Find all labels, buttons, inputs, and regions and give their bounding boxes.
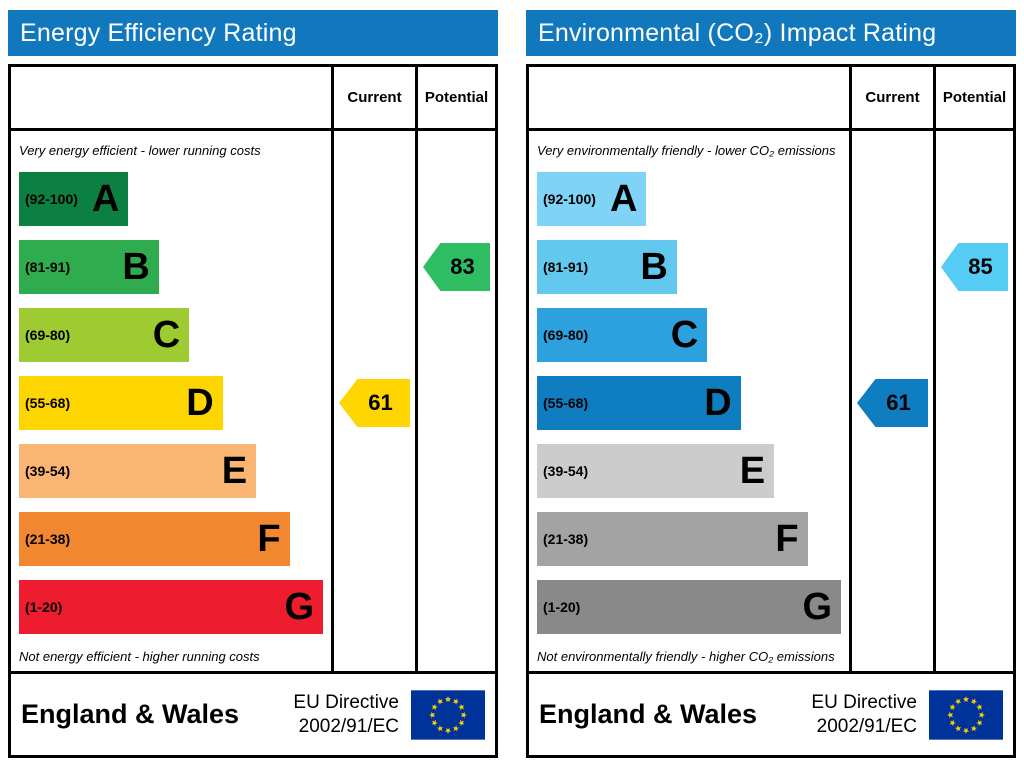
band-bar-e: (39-54) E: [537, 444, 775, 498]
band-row-e: (39-54) E: [19, 437, 323, 505]
energy-panel-title: Energy Efficiency Rating: [8, 10, 498, 56]
potential-rating-pointer: 83: [423, 243, 490, 291]
eu-directive-label: EU Directive 2002/91/EC: [811, 691, 917, 739]
eu-directive-line1: EU Directive: [811, 691, 917, 713]
current-rating-pointer: 61: [857, 379, 928, 427]
band-bar-f: (21-38) F: [19, 512, 290, 566]
band-letter: A: [609, 178, 638, 220]
bands-list: (92-100) A (81-91) B (69-80) C (55-68) D (39-54)…: [19, 165, 323, 641]
column-header-current: Current: [331, 67, 415, 131]
eu-flag-icon: [929, 689, 1003, 740]
band-bar-f: (21-38) F: [537, 512, 808, 566]
band-letter: B: [122, 246, 150, 288]
bands-column: Very environmentally friendly - lower CO…: [529, 131, 849, 671]
band-bar-g: (1-20) G: [19, 580, 323, 634]
band-row-g: (1-20) G: [537, 573, 841, 641]
band-row-a: (92-100) A: [537, 165, 841, 233]
band-letter: E: [221, 450, 248, 492]
band-range-label: (39-54): [25, 463, 71, 479]
eu-directive-label: EU Directive 2002/91/EC: [293, 691, 399, 739]
co2-chart-box: Current Potential Very environmentally f…: [526, 64, 1016, 758]
band-letter: B: [640, 246, 668, 288]
band-bar-d: (55-68) D: [537, 376, 741, 430]
energy-chart-box: Current Potential Very energy efficient …: [8, 64, 498, 758]
header-spacer: [11, 67, 331, 131]
band-bar-e: (39-54) E: [19, 444, 257, 498]
band-letter: G: [284, 586, 314, 628]
band-row-a: (92-100) A: [19, 165, 323, 233]
band-row-c: (69-80) C: [19, 301, 323, 369]
column-header-current: Current: [849, 67, 933, 131]
top-note: Very environmentally friendly - lower CO…: [537, 142, 836, 158]
eu-flag-icon: [411, 689, 485, 740]
panel-energy-efficiency: Energy Efficiency Rating Current Potenti…: [8, 10, 498, 758]
column-header-potential: Potential: [933, 67, 1013, 131]
header-spacer: [529, 67, 849, 131]
panel-footer: England & Wales EU Directive 2002/91/EC: [529, 671, 1013, 755]
band-row-b: (81-91) B: [19, 233, 323, 301]
potential-rating-pointer: 85: [941, 243, 1008, 291]
band-range-label: (55-68): [25, 395, 71, 411]
bands-column: Very energy efficient - lower running co…: [11, 131, 331, 671]
band-row-d: (55-68) D: [19, 369, 323, 437]
band-row-c: (69-80) C: [537, 301, 841, 369]
band-bar-b: (81-91) B: [19, 240, 159, 294]
band-letter: F: [257, 518, 281, 560]
band-bar-c: (69-80) C: [19, 308, 190, 362]
band-range-label: (1-20): [25, 599, 63, 615]
eu-directive-line2: 2002/91/EC: [298, 715, 399, 737]
band-range-label: (92-100): [25, 191, 78, 207]
band-range-label: (55-68): [543, 395, 589, 411]
band-bar-b: (81-91) B: [537, 240, 677, 294]
eu-directive-line1: EU Directive: [293, 691, 399, 713]
band-letter: C: [670, 314, 699, 356]
column-header-potential: Potential: [415, 67, 495, 131]
band-bar-a: (92-100) A: [19, 172, 129, 226]
co2-panel-title: Environmental (CO₂) Impact Rating: [526, 10, 1016, 56]
bottom-note: Not energy efficient - higher running co…: [19, 648, 260, 664]
band-letter: G: [802, 586, 832, 628]
band-range-label: (21-38): [25, 531, 71, 547]
band-range-label: (69-80): [25, 327, 71, 343]
band-range-label: (92-100): [543, 191, 596, 207]
band-bar-g: (1-20) G: [537, 580, 841, 634]
band-row-d: (55-68) D: [537, 369, 841, 437]
potential-column: 85: [933, 131, 1013, 671]
band-bar-c: (69-80) C: [537, 308, 708, 362]
band-letter: C: [152, 314, 181, 356]
current-column: 61: [849, 131, 933, 671]
band-row-b: (81-91) B: [537, 233, 841, 301]
top-note: Very energy efficient - lower running co…: [19, 142, 261, 158]
band-range-label: (81-91): [543, 259, 589, 275]
band-bar-a: (92-100) A: [537, 172, 647, 226]
region-label: England & Wales: [21, 699, 240, 729]
band-letter: D: [704, 382, 732, 424]
band-range-label: (69-80): [543, 327, 589, 343]
band-range-label: (1-20): [543, 599, 581, 615]
panel-co2-impact: Environmental (CO₂) Impact Rating Curren…: [526, 10, 1016, 758]
band-bar-d: (55-68) D: [19, 376, 223, 430]
eu-directive-line2: 2002/91/EC: [816, 715, 917, 737]
band-row-f: (21-38) F: [537, 505, 841, 573]
band-range-label: (81-91): [25, 259, 71, 275]
current-column: 61: [331, 131, 415, 671]
band-letter: A: [91, 178, 120, 220]
panel-footer: England & Wales EU Directive 2002/91/EC: [11, 671, 495, 755]
bottom-note: Not environmentally friendly - higher CO…: [537, 648, 835, 664]
potential-column: 83: [415, 131, 495, 671]
band-row-e: (39-54) E: [537, 437, 841, 505]
band-range-label: (39-54): [543, 463, 589, 479]
band-letter: F: [775, 518, 799, 560]
band-letter: D: [186, 382, 214, 424]
current-rating-pointer: 61: [339, 379, 410, 427]
bands-list: (92-100) A (81-91) B (69-80) C (55-68) D (39-54)…: [537, 165, 841, 641]
band-range-label: (21-38): [543, 531, 589, 547]
region-label: England & Wales: [539, 699, 758, 729]
band-row-f: (21-38) F: [19, 505, 323, 573]
band-row-g: (1-20) G: [19, 573, 323, 641]
band-letter: E: [739, 450, 766, 492]
